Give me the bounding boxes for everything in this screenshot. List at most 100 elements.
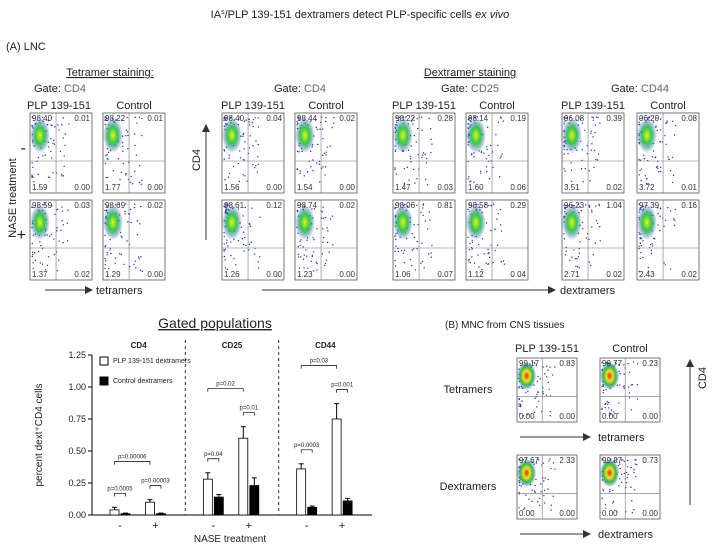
event-dot [257, 163, 259, 166]
event-dot [640, 251, 642, 254]
gate-word: Gate: [611, 83, 638, 95]
event-dot [592, 136, 594, 138]
event-dot [623, 387, 625, 389]
event-dot [49, 176, 51, 179]
event-dot [580, 168, 583, 170]
event-dot [523, 507, 526, 509]
event-dot [618, 402, 620, 404]
quadrant-value: 0.01 [74, 114, 90, 123]
event-dot [540, 483, 542, 485]
quadrant-value: 0.00 [339, 183, 355, 192]
event-dot [31, 251, 34, 254]
bar [213, 496, 224, 516]
event-dot [409, 157, 412, 160]
event-dot [297, 117, 299, 119]
event-dot [656, 129, 658, 132]
event-dot [62, 175, 65, 177]
event-dot [633, 508, 635, 511]
event-dot [537, 391, 539, 393]
event-dot [579, 206, 581, 208]
event-dot [651, 156, 654, 158]
event-dot [53, 238, 55, 240]
event-dot [661, 141, 664, 143]
event-dot [520, 404, 522, 407]
event-dot [591, 211, 593, 213]
event-dot [246, 180, 248, 182]
event-dot [570, 162, 572, 164]
group-label: CD4 [131, 341, 148, 350]
event-dot [121, 119, 123, 122]
event-dot [422, 207, 424, 209]
event-dot [328, 251, 330, 253]
event-dot [248, 118, 250, 121]
event-dot [531, 500, 533, 503]
event-dot [639, 257, 642, 260]
event-dot [394, 250, 396, 252]
event-dot [664, 264, 666, 266]
event-dot [56, 227, 58, 229]
quadrant-value: 0.02 [606, 183, 622, 192]
event-dot [608, 412, 611, 414]
event-dot [32, 267, 34, 270]
quadrant-value: 96.08 [564, 114, 585, 123]
event-dot [253, 253, 256, 255]
event-dot [50, 138, 52, 140]
event-dot [54, 126, 56, 128]
event-dot [431, 143, 433, 145]
event-dot [127, 221, 129, 223]
event-dot [564, 206, 566, 208]
event-dot [501, 153, 503, 155]
event-dot [623, 364, 625, 366]
event-dot [563, 148, 566, 151]
event-dot [627, 473, 629, 475]
event-dot [306, 171, 309, 173]
event-dot [642, 256, 644, 259]
event-dot [499, 176, 501, 178]
significance-bracket [242, 412, 255, 416]
event-dot [594, 205, 597, 207]
event-dot [129, 208, 132, 211]
gate-marker: CD25 [471, 83, 499, 95]
event-dot [316, 228, 318, 230]
event-dot [468, 258, 470, 261]
event-dot [34, 252, 36, 254]
y-tick-label: 0.50 [68, 446, 86, 456]
event-dot [469, 116, 471, 119]
event-dot [303, 267, 305, 269]
event-dot [59, 150, 62, 153]
quadrant-value: 1.47 [395, 183, 411, 192]
event-dot [406, 166, 409, 169]
event-dot [534, 362, 536, 364]
quadrant-value: 0.23 [642, 359, 658, 368]
event-dot [61, 173, 63, 175]
event-dot [430, 256, 433, 258]
event-dot [648, 116, 651, 119]
event-dot [322, 241, 324, 243]
event-dot [673, 224, 676, 227]
event-dot [230, 116, 232, 118]
event-dot [620, 473, 623, 476]
event-dot [225, 116, 227, 119]
event-dot [243, 120, 246, 122]
event-dot [50, 157, 53, 159]
significance-bracket [300, 449, 313, 453]
event-dot [104, 260, 107, 262]
p-value: p=0.0005 [107, 486, 133, 492]
event-dot [333, 116, 335, 119]
p-value: p=0.02 [216, 382, 235, 388]
event-dot [523, 508, 525, 510]
event-dot [252, 118, 255, 121]
event-dot [490, 244, 492, 246]
density-cloud [466, 117, 486, 153]
quadrant-value: 0.83 [559, 359, 575, 368]
bar [120, 513, 131, 516]
event-dot [622, 459, 624, 461]
event-dot [636, 384, 639, 386]
event-dot [659, 141, 662, 143]
event-dot [398, 116, 401, 119]
event-dot [607, 403, 609, 406]
event-dot [592, 119, 594, 121]
y-tick-label: 0.25 [68, 478, 86, 488]
event-dot [539, 378, 541, 380]
